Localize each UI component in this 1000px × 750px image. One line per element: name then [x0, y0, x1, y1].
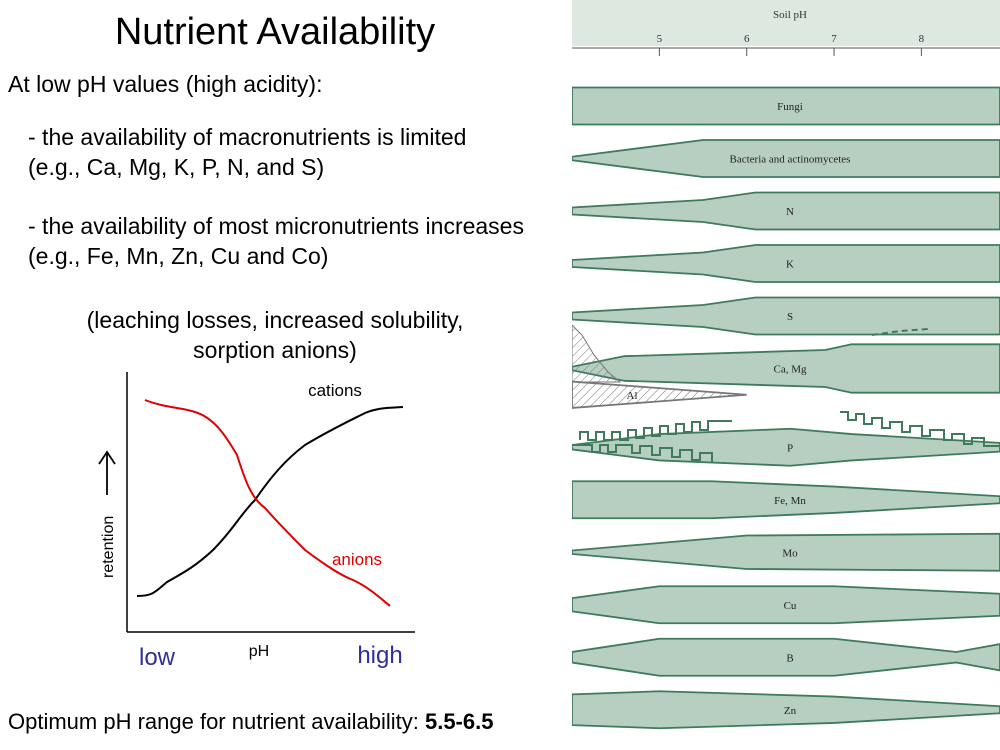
bullet-micronutrients: - the availability of most micronutrient… [28, 213, 524, 239]
band-fe-mn [572, 480, 1000, 520]
note-line-1: (leaching losses, increased solubility, [86, 307, 464, 333]
y-axis-label: retention [100, 516, 117, 578]
p-band-lower-edge [572, 444, 713, 463]
band-b [572, 637, 1000, 677]
footer-optimum-ph: Optimum pH range for nutrient availabili… [8, 708, 493, 736]
retention-chart: retention cations anions low pH high [98, 372, 415, 671]
x-axis-label: pH [249, 643, 269, 660]
bullet-micronutrients-examples: (e.g., Fe, Mn, Zn, Cu and Co) [28, 243, 329, 269]
band-label: N [786, 206, 794, 218]
band-k [572, 244, 1000, 283]
ph-tick-label: 6 [744, 33, 750, 45]
band-mo [572, 532, 1000, 572]
band-label: Bacteria and actinomycetes [730, 154, 851, 166]
band-label: B [786, 652, 793, 664]
band-label: Cu [784, 600, 797, 612]
band-label: Zn [784, 705, 797, 717]
band-cu [572, 585, 1000, 625]
band-label: Fungi [777, 101, 803, 113]
anions-label: anions [332, 550, 382, 569]
ph-tick-label: 5 [657, 33, 663, 45]
band-bacteria-and-actinomycetes [572, 139, 1000, 178]
band-label: S [787, 311, 793, 323]
ph-axis-title: Soil pH [773, 9, 807, 21]
ph-axis-header [572, 0, 1000, 46]
footer-text: Optimum pH range for nutrient availabili… [8, 709, 425, 734]
band-fungi [572, 86, 1000, 126]
band-al [572, 380, 747, 409]
band-label: Mo [782, 547, 798, 559]
band-label: P [787, 442, 793, 454]
ph-tick-label: 8 [919, 33, 925, 45]
x-high-label: high [357, 642, 402, 669]
band-label: Fe, Mn [774, 495, 806, 507]
note-line-2: sorption anions) [193, 337, 357, 363]
acid-hatch-region [572, 324, 622, 383]
cations-curve [136, 406, 404, 597]
footer-value: 5.5-6.5 [424, 709, 494, 734]
band-label: Al [627, 390, 638, 402]
intro-text: At low pH values (high acidity): [8, 71, 323, 97]
bullet-macronutrients: - the availability of macronutrients is … [28, 124, 467, 150]
anions-curve [144, 399, 391, 607]
slide-title: Nutrient Availability [114, 11, 436, 53]
band-label: K [786, 259, 794, 271]
up-arrow-icon [98, 450, 116, 495]
soil-ph-chart: Soil pH 5 6 7 8 Fungi Bacteria and actinomyc… [572, 0, 1000, 730]
ca-mg-band-crenellated-edge [840, 411, 1000, 447]
band-n [572, 191, 1000, 231]
cations-label: cations [308, 381, 362, 400]
band-label: Ca, Mg [774, 364, 808, 376]
band-zn [572, 690, 1000, 730]
x-low-label: low [139, 644, 176, 671]
ph-tick-label: 7 [831, 33, 837, 45]
bullet-macronutrients-examples: (e.g., Ca, Mg, K, P, N, and S) [28, 154, 325, 180]
p-band-upper-edge [579, 420, 732, 441]
band-s [572, 296, 1000, 336]
